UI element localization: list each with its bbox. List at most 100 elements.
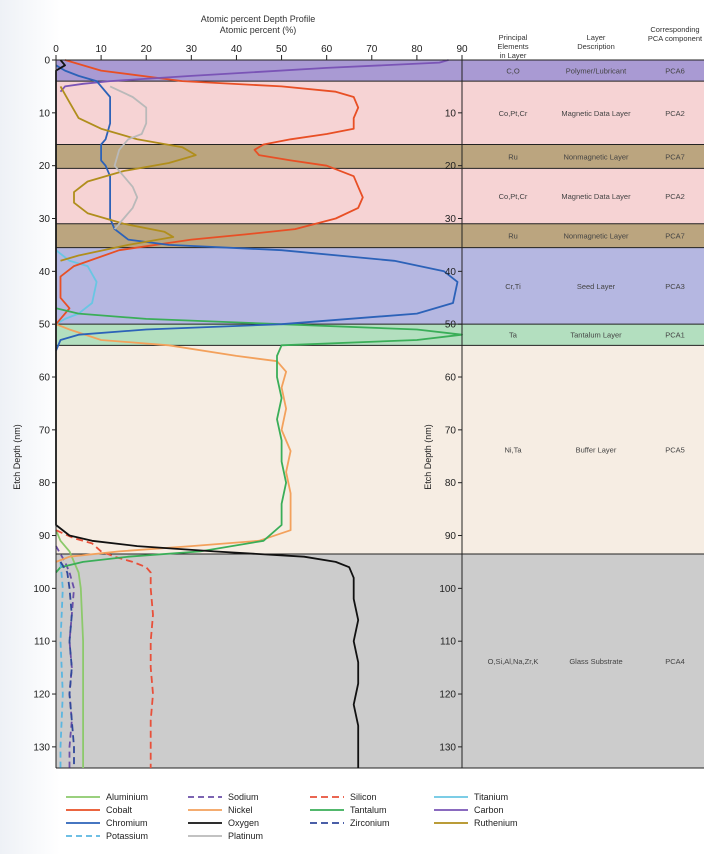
layer-band [56, 81, 704, 145]
legend-label-zirconium: Zirconium [350, 818, 390, 828]
layer-elements: Ru [508, 232, 518, 241]
layer-elements: Co,Pt,Cr [499, 192, 528, 201]
layer-band [56, 60, 704, 82]
x-tick-label: 70 [366, 44, 378, 55]
layer-bands [56, 60, 704, 768]
legend-label-nickel: Nickel [228, 805, 253, 815]
series-line-platinum [109, 85, 148, 230]
y-tick-label: 130 [33, 742, 50, 753]
y-tick-label-right: 30 [445, 214, 457, 225]
y-tick-label-right: 20 [445, 161, 457, 172]
layer-band [56, 144, 704, 169]
y-tick-label-right: 70 [445, 425, 457, 436]
y-tick-label: 60 [39, 373, 51, 384]
table-header-pca-line: PCA component [648, 34, 703, 43]
y-tick-label: 10 [39, 108, 51, 119]
y-tick-label: 40 [39, 267, 51, 278]
layer-band [56, 223, 704, 248]
layer-pca: PCA5 [665, 446, 685, 455]
legend-label-potassium: Potassium [106, 831, 148, 841]
table-header-elements: Principal Elements in Layer [497, 33, 529, 60]
y-tick-label-right: 80 [445, 478, 457, 489]
layer-pca: PCA6 [665, 67, 685, 76]
table-header-elements-line: Elements [497, 42, 529, 51]
layer-description: Magnetic Data Layer [561, 192, 631, 201]
layer-table: C,O Polymer/Lubricant PCA6 Co,Pt,Cr Magnetic… [488, 67, 685, 666]
layer-pca: PCA4 [665, 657, 685, 666]
legend: Aluminium Cobalt Chromium Potassium Sodium Ni… [66, 792, 518, 841]
table-header-description: Layer Description [577, 33, 615, 51]
layer-pca: PCA2 [665, 109, 685, 118]
layer-elements: O,Si,Al,Na,Zr,K [488, 657, 539, 666]
series-line-cobalt [55, 59, 364, 325]
legend-label-silicon: Silicon [350, 792, 377, 802]
y-tick-label-right: 10 [445, 108, 457, 119]
table-header-description-line: Layer [587, 33, 606, 42]
table-header-elements-line: Principal [499, 33, 528, 42]
layer-elements: Ta [509, 331, 518, 340]
layer-elements: Ru [508, 152, 518, 161]
series-line-ruthenium [59, 85, 197, 262]
y-tick-label: 120 [33, 690, 50, 701]
series-line-aluminium [55, 529, 84, 768]
y-tick-label: 100 [33, 584, 50, 595]
x-tick-label: 90 [456, 44, 468, 55]
y-tick-label: 20 [39, 161, 51, 172]
layer-band [56, 345, 704, 555]
y-tick-label-right: 100 [439, 584, 456, 595]
legend-label-platinum: Platinum [228, 831, 263, 841]
y-tick-label: 50 [39, 320, 51, 331]
layer-elements: Cr,Ti [505, 282, 521, 291]
legend-label-tantalum: Tantalum [350, 805, 387, 815]
layer-description: Nonmagnetic Layer [563, 232, 629, 241]
x-tick-label: 30 [186, 44, 198, 55]
x-tick-label: 60 [321, 44, 333, 55]
y-tick-label: 0 [44, 56, 50, 67]
series-lines [55, 59, 463, 768]
y-tick-label: 70 [39, 425, 51, 436]
layer-description: Tantalum Layer [570, 331, 622, 340]
legend-label-aluminium: Aluminium [106, 792, 148, 802]
y-tick-label-right: 60 [445, 373, 457, 384]
y-tick-label: 90 [39, 531, 51, 542]
chart-title: Atomic percent Depth Profile [201, 14, 316, 24]
layer-description: Seed Layer [577, 282, 616, 291]
layer-pca: PCA1 [665, 331, 685, 340]
table-header-description-line: Description [577, 42, 615, 51]
layer-description: Nonmagnetic Layer [563, 152, 629, 161]
series-line-nickel [55, 323, 292, 563]
y-tick-label: 110 [34, 637, 50, 648]
chart-axes [52, 55, 463, 768]
legend-label-carbon: Carbon [474, 805, 504, 815]
y-tick-label-right: 50 [445, 320, 457, 331]
y-tick-label: 30 [39, 214, 51, 225]
layer-elements: Ni,Ta [504, 446, 522, 455]
layer-elements: C,O [506, 67, 520, 76]
y-axis-label-right: Etch Depth (nm) [423, 424, 433, 490]
series-line-carbon [59, 59, 449, 93]
layer-elements: Co,Pt,Cr [499, 109, 528, 118]
x-tick-label: 0 [53, 44, 59, 55]
x-tick-label: 50 [276, 44, 288, 55]
series-line-titanium [55, 249, 98, 325]
table-header-elements-line: in Layer [500, 51, 527, 60]
layer-pca: PCA7 [665, 232, 685, 241]
y-tick-label-right: 130 [439, 742, 456, 753]
layer-description: Polymer/Lubricant [566, 67, 627, 76]
layer-band [56, 324, 704, 346]
legend-label-chromium: Chromium [106, 818, 148, 828]
layer-pca: PCA2 [665, 192, 685, 201]
legend-label-titanium: Titanium [474, 792, 508, 802]
x-axis-label: Atomic percent (%) [220, 25, 297, 35]
y-tick-label-right: 120 [439, 690, 456, 701]
layer-description: Buffer Layer [576, 446, 617, 455]
layer-pca: PCA7 [665, 152, 685, 161]
series-line-potassium [59, 561, 64, 768]
y-tick-label: 80 [39, 478, 51, 489]
legend-label-oxygen: Oxygen [228, 818, 259, 828]
series-line-oxygen [55, 59, 360, 768]
layer-pca: PCA3 [665, 282, 685, 291]
layer-band [56, 168, 704, 224]
legend-label-cobalt: Cobalt [106, 805, 133, 815]
y-axis-label: Etch Depth (nm) [12, 424, 22, 490]
